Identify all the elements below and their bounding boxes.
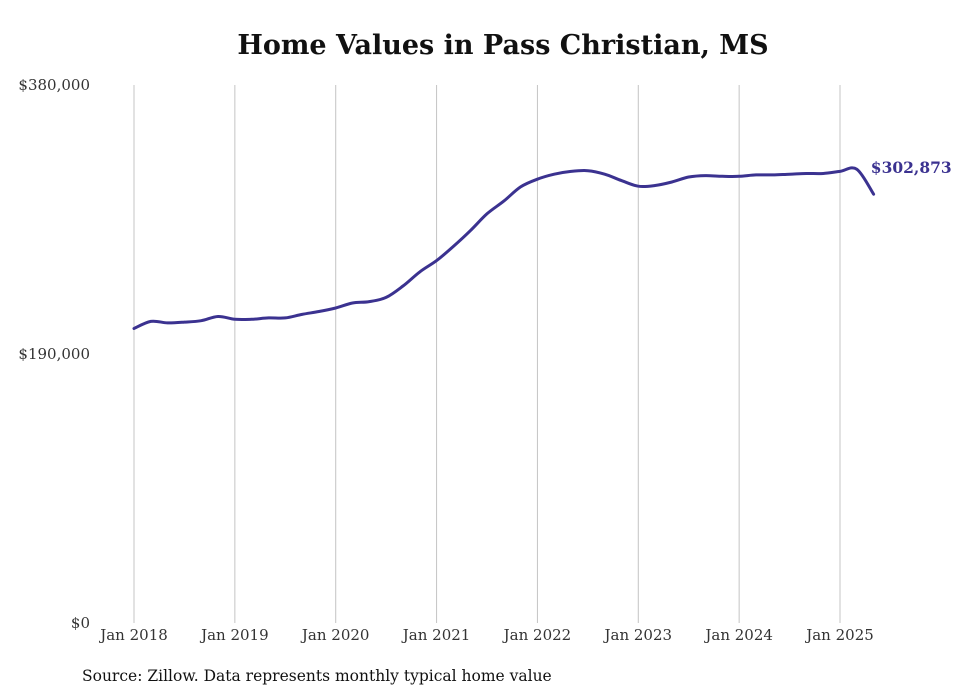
- source-note: Source: Zillow. Data represents monthly …: [82, 667, 552, 685]
- grid-lines: [133, 85, 841, 623]
- x-tick-label: Jan 2022: [502, 626, 572, 644]
- y-tick-label: $190,000: [18, 345, 90, 363]
- x-tick-label: Jan 2018: [98, 626, 168, 644]
- y-tick-label: $380,000: [18, 76, 90, 94]
- series-layer: [132, 166, 876, 330]
- latest-value-label: $302,873: [871, 158, 952, 177]
- x-tick-label: Jan 2023: [603, 626, 673, 644]
- y-tick-label: $0: [71, 614, 90, 632]
- chart-title: Home Values in Pass Christian, MS: [237, 30, 769, 61]
- x-tick-label: Jan 2024: [703, 626, 773, 644]
- home-value-line: [132, 166, 876, 330]
- end-label-layer: $302,873: [871, 158, 952, 177]
- x-tick-label: Jan 2019: [199, 626, 269, 644]
- x-axis-ticks: Jan 2018 Jan 2019 Jan 2020 Jan 2021 Jan 2022…: [98, 626, 874, 644]
- x-tick-label: Jan 2025: [804, 626, 874, 644]
- x-tick-label: Jan 2020: [300, 626, 370, 644]
- x-tick-label: Jan 2021: [401, 626, 471, 644]
- y-axis-ticks: $0 $190,000 $380,000: [18, 76, 90, 632]
